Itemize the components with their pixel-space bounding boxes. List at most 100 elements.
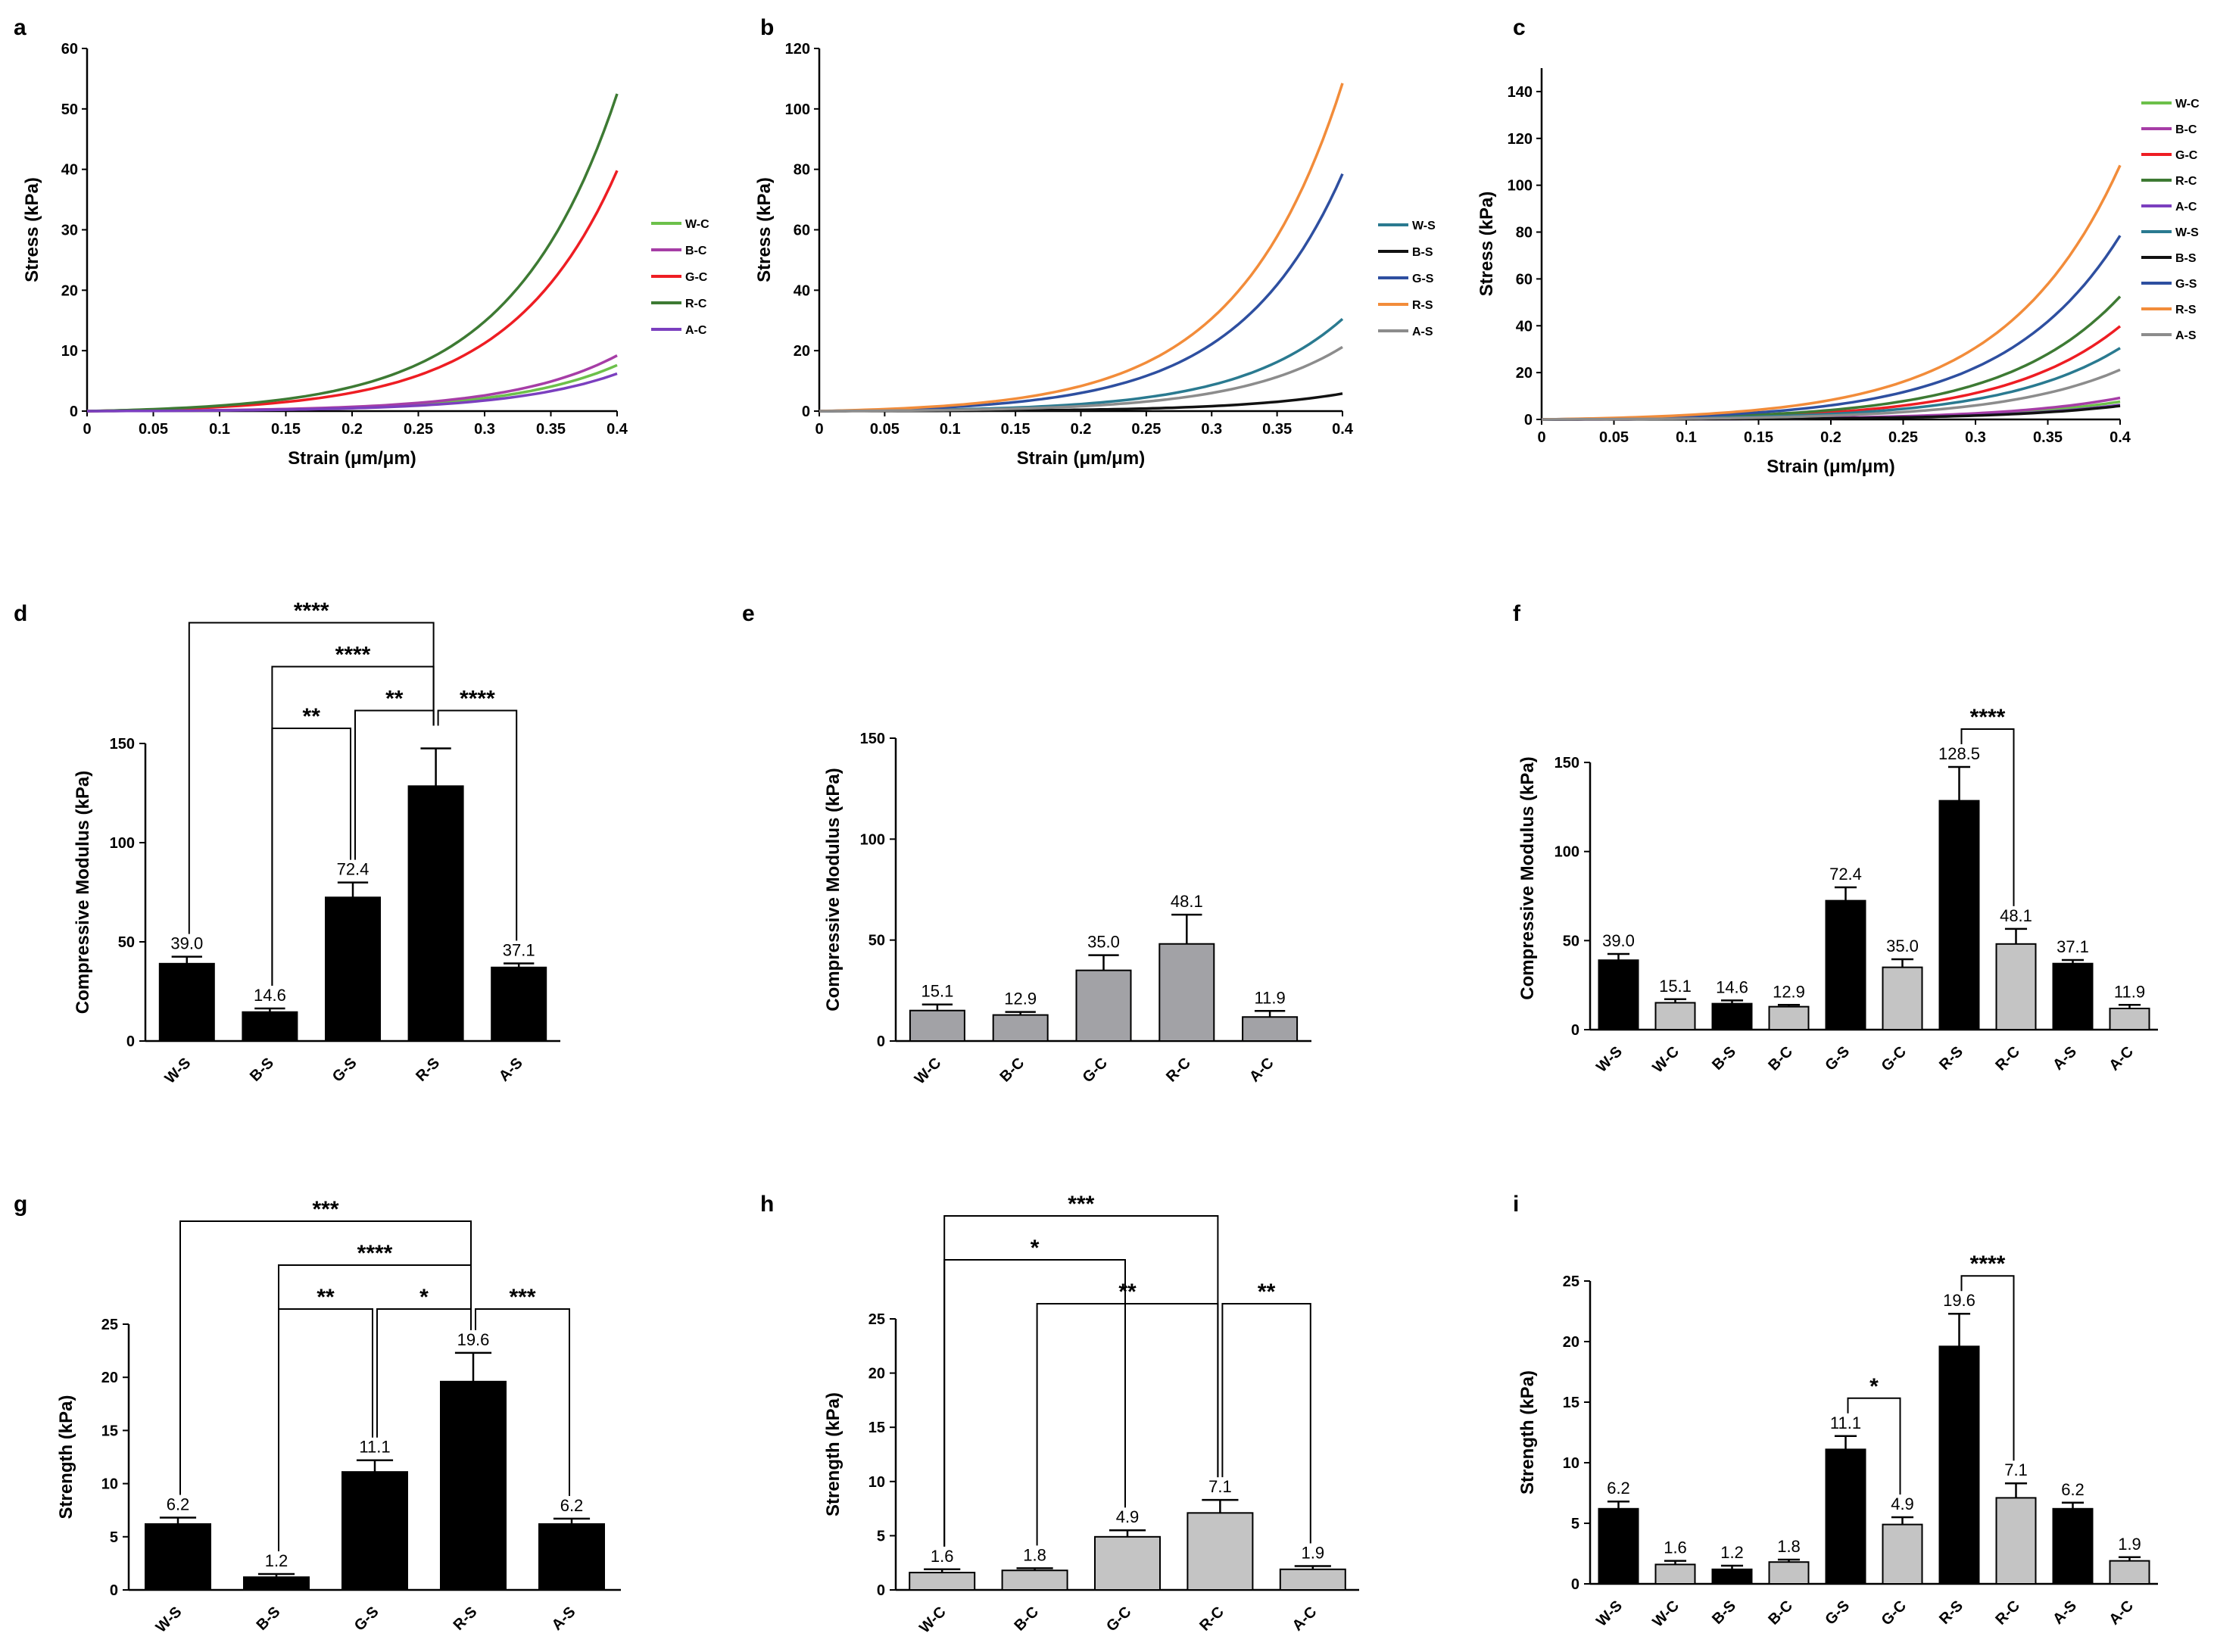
x-tick-label: 0.15 bbox=[271, 421, 301, 438]
y-axis-title: Strength (kPa) bbox=[823, 1392, 844, 1516]
legend-label-G-S: G-S bbox=[1412, 273, 1434, 285]
y-tick-label: 5 bbox=[877, 1528, 885, 1544]
category-label-R-S: R-S bbox=[1936, 1043, 1966, 1074]
category-label-B-C: B-C bbox=[997, 1055, 1028, 1086]
category-label-G-C: G-C bbox=[1879, 1043, 1910, 1074]
category-label-B-S: B-S bbox=[1709, 1043, 1739, 1074]
x-tick-label: 0.05 bbox=[139, 421, 168, 438]
value-label-W-C: 15.1 bbox=[1659, 977, 1692, 996]
x-tick-label: 0.4 bbox=[1332, 421, 1354, 438]
category-label-W-S: W-S bbox=[1593, 1043, 1626, 1076]
value-label-A-S: 6.2 bbox=[2061, 1480, 2085, 1499]
bar-A-C bbox=[2109, 1560, 2150, 1585]
x-tick-label: 0.05 bbox=[1599, 429, 1629, 446]
y-tick-label: 0 bbox=[1571, 1022, 1579, 1039]
x-axis-title: Strain (μm/μm) bbox=[1767, 457, 1894, 477]
x-tick-label: 0.2 bbox=[1820, 429, 1841, 446]
panel-label-a: a bbox=[14, 15, 27, 40]
category-label-B-C: B-C bbox=[1765, 1597, 1796, 1629]
y-tick-label: 120 bbox=[785, 41, 810, 58]
significance-bracket bbox=[437, 709, 518, 941]
bar-R-C bbox=[1995, 1497, 2037, 1585]
y-tick-label: 20 bbox=[1563, 1334, 1579, 1351]
y-tick-label: 5 bbox=[1571, 1516, 1579, 1532]
value-label-A-S: 37.1 bbox=[2057, 937, 2089, 956]
y-tick-label: 60 bbox=[61, 41, 78, 58]
category-label-R-C: R-C bbox=[1992, 1043, 2023, 1074]
y-axis-title: Stress (kPa) bbox=[22, 177, 42, 282]
significance-bracket bbox=[188, 622, 435, 934]
category-label-A-C: A-C bbox=[2106, 1597, 2137, 1629]
bar-B-C bbox=[1768, 1561, 1810, 1585]
y-tick-label: 10 bbox=[101, 1476, 118, 1493]
value-label-R-C: 48.1 bbox=[2000, 906, 2032, 925]
category-label-W-S: W-S bbox=[1593, 1597, 1626, 1630]
legend-label-R-S: R-S bbox=[2175, 304, 2197, 316]
bar-chart-i: 0 5 10 15 20 25 Strength (kPa) 6.2 W-S 1.6 W-C 1.2 B… bbox=[1517, 1251, 2158, 1631]
value-label-A-C: 11.9 bbox=[2114, 982, 2145, 1001]
category-label-A-S: A-S bbox=[2050, 1043, 2080, 1074]
category-label-A-C: A-C bbox=[2106, 1043, 2137, 1074]
value-label-B-S: 1.2 bbox=[265, 1551, 288, 1570]
panel-label-g: g bbox=[14, 1192, 27, 1217]
category-label-B-C: B-C bbox=[1011, 1604, 1042, 1635]
y-tick-label: 20 bbox=[794, 343, 810, 360]
category-label-R-C: R-C bbox=[1163, 1055, 1194, 1086]
y-tick-label: 80 bbox=[794, 162, 810, 179]
value-label-G-S: 72.4 bbox=[1829, 865, 1862, 884]
category-label-B-S: B-S bbox=[254, 1604, 284, 1634]
y-tick-label: 20 bbox=[101, 1370, 118, 1386]
category-label-G-C: G-C bbox=[1103, 1604, 1134, 1635]
y-tick-label: 50 bbox=[868, 933, 885, 949]
y-tick-label: 20 bbox=[1516, 365, 1533, 382]
value-label-W-S: 39.0 bbox=[170, 934, 203, 953]
category-label-G-S: G-S bbox=[329, 1055, 360, 1086]
x-tick-label: 0.1 bbox=[1676, 429, 1697, 446]
bar-chart-f: 0 50 100 150 Compressive Modulus (kPa) 39.0 W-… bbox=[1517, 705, 2158, 1077]
series-line-W-S bbox=[819, 317, 1344, 413]
bar-G-C bbox=[1094, 1535, 1161, 1591]
legend-label-B-S: B-S bbox=[2175, 252, 2197, 265]
y-tick-label: 50 bbox=[61, 101, 78, 118]
significance-label: *** bbox=[312, 1197, 338, 1222]
significance-label: ** bbox=[1118, 1280, 1137, 1304]
bar-B-C bbox=[1768, 1005, 1810, 1031]
legend-label-W-S: W-S bbox=[2175, 226, 2199, 239]
value-label-A-S: 6.2 bbox=[560, 1496, 584, 1515]
value-label-A-S: 37.1 bbox=[503, 941, 535, 960]
bar-A-S bbox=[538, 1523, 605, 1591]
y-tick-label: 0 bbox=[70, 404, 78, 420]
y-tick-label: 60 bbox=[1516, 271, 1533, 288]
significance-label: *** bbox=[1068, 1192, 1094, 1217]
bar-G-S bbox=[1825, 1448, 1866, 1585]
category-label-R-S: R-S bbox=[1936, 1597, 1966, 1628]
significance-bracket bbox=[1960, 728, 2015, 906]
value-label-B-C: 12.9 bbox=[1773, 982, 1805, 1001]
y-axis-title: Compressive Modulus (kPa) bbox=[1517, 756, 1538, 999]
value-label-R-S: 19.6 bbox=[1943, 1291, 1975, 1310]
bar-R-S bbox=[1938, 800, 1980, 1031]
legend-label-G-C: G-C bbox=[2175, 149, 2198, 162]
value-label-G-S: 72.4 bbox=[337, 860, 370, 879]
value-label-G-S: 11.1 bbox=[1830, 1414, 1861, 1432]
x-tick-label: 0.25 bbox=[1131, 421, 1161, 438]
category-label-R-C: R-C bbox=[1196, 1604, 1227, 1635]
bar-W-S bbox=[158, 962, 215, 1042]
value-label-W-S: 6.2 bbox=[1607, 1479, 1630, 1498]
y-axis-title: Strength (kPa) bbox=[1517, 1370, 1538, 1495]
bar-G-S bbox=[1825, 899, 1866, 1031]
value-label-R-C: 48.1 bbox=[1171, 892, 1203, 911]
y-tick-label: 0 bbox=[1524, 412, 1533, 429]
y-tick-label: 25 bbox=[101, 1317, 118, 1333]
panel-label-i: i bbox=[1513, 1192, 1519, 1217]
value-label-W-C: 1.6 bbox=[1664, 1538, 1687, 1557]
bar-A-S bbox=[2052, 962, 2094, 1031]
x-tick-label: 0.05 bbox=[870, 421, 900, 438]
y-tick-label: 50 bbox=[118, 934, 135, 951]
legend-label-W-C: W-C bbox=[2175, 98, 2200, 111]
value-label-G-C: 35.0 bbox=[1886, 937, 1919, 955]
x-tick-label: 0 bbox=[83, 421, 91, 438]
category-label-G-C: G-C bbox=[1879, 1597, 1910, 1629]
series-line-B-C bbox=[87, 354, 618, 413]
panel-label-c: c bbox=[1513, 15, 1526, 40]
